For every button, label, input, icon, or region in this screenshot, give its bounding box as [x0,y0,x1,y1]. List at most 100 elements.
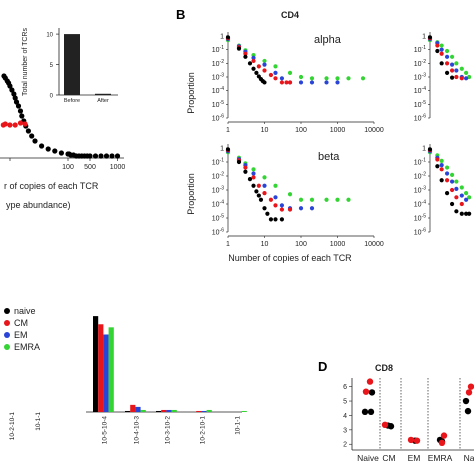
point-EMRA [324,197,329,202]
point-EMRA [444,165,450,170]
bar-naive [93,316,99,412]
panel-a-x-tick-label: 1000 [110,164,126,171]
point-EM [309,80,315,85]
point-CM [449,187,455,193]
inset-ylabel: Total number of TCRs [22,28,29,96]
panel-d-title: CD8 [375,363,393,373]
y-tick-label: 10-4 [212,86,224,95]
panel-b-alpha-ylabel: Proportion [186,72,196,114]
point-CM [459,76,464,81]
panel-c-bars [93,316,247,412]
panel-a-points [0,73,121,159]
point-EM [324,80,329,85]
panel-a-point-naive [58,150,64,156]
point-naive [435,48,440,54]
point-CM [362,388,370,395]
point-naive [243,54,248,59]
y-tick-label: 6 [343,384,347,391]
x-tick-label: 1 [226,127,230,134]
point-naive [254,70,259,75]
point-naive [427,35,433,40]
panel-b-alpha-label: alpha [314,34,342,46]
x-tick-label: 100 [295,241,307,248]
y-tick-label: 10-4 [414,86,426,95]
panel-b-beta-label: beta [318,151,340,163]
point-CM [467,383,474,390]
point-CM [381,421,389,428]
panel-a-xlabel-line2: ype abundance) [6,200,71,210]
panel-a-point-CM [22,121,28,127]
x-tick-label: 10 [261,127,269,134]
point-EM [444,171,450,176]
point-CM [243,165,248,170]
point-EMRA [273,183,278,188]
panel-a-x-ticks: 100 500 1000 [9,158,126,171]
point-naive [367,408,375,416]
inset-bar-before [64,34,80,95]
left-category-label: 10-2-10-1 [9,412,16,441]
y-tick-label: 10-1 [212,158,224,167]
point-naive [361,408,369,416]
panel-b-beta-plot: 110-110-210-310-410-510-61 10 100 1000 10000 [212,144,384,248]
panel-c-category-labels: 10-5-10-4 10-4-10-3 10-3-10-2 10-2-10-1 10-1… [101,416,241,445]
point-naive [256,193,261,198]
point-EMRA [467,195,472,200]
point-naive [449,201,455,207]
point-naive [243,169,248,174]
bar-em [201,410,207,412]
point-EM [439,163,444,168]
panel-b: B CD4 Proportion Proportion Number of co… [176,7,472,263]
point-CM [454,195,459,200]
point-EM [449,179,455,184]
y-tick-label: 10-4 [212,200,224,209]
panel-a-point-naive [87,153,93,159]
point-EMRA [459,185,464,190]
panel-d-separators [379,378,461,450]
point-naive [268,217,274,222]
point-EM [309,206,315,211]
point-naive [459,211,464,216]
y-tick-label: 5 [343,399,347,406]
bar-em [135,406,141,412]
point-CM [435,157,440,162]
panel-a-point-naive [7,83,13,89]
point-CM [243,51,248,56]
point-CM [438,439,446,446]
point-EM [251,55,256,60]
y-tick-label: 4 [343,413,347,420]
bar-naive [156,410,162,412]
point-naive [258,197,264,202]
y-tick-label: 10-5 [414,100,426,109]
inset-category-label: After [97,98,109,104]
panel-b-title: CD4 [281,10,299,20]
point-CM [465,389,473,396]
panel-a-point-naive [13,99,20,105]
panel-a-point-naive [15,103,22,109]
panel-a-point-CM [12,122,18,128]
point-EMRA [251,167,256,172]
y-tick-label: 10-1 [414,45,426,54]
point-CM [440,432,448,439]
point-EM [464,197,469,202]
point-EMRA [464,70,469,75]
y-tick-label: 10-3 [212,73,224,82]
panel-d-letter: D [318,359,327,374]
legend-dot-naive [4,308,10,314]
left-category-label: 10-1-1 [35,412,42,431]
y-tick-label: 10-2 [212,59,224,68]
x-tick-label: 10 [261,241,269,248]
point-EM [444,54,450,59]
point-EMRA [298,74,304,80]
point-EMRA [273,64,278,69]
panel-d-points [361,378,474,446]
category-label: 10-5-10-4 [101,416,108,445]
panel-a-point-naive [52,148,58,154]
panel-a-point-naive [17,108,24,114]
point-EMRA [298,197,304,202]
point-naive [462,397,470,405]
point-CM [449,68,455,73]
point-naive [236,159,242,165]
inset-bars: Before After [64,34,111,104]
